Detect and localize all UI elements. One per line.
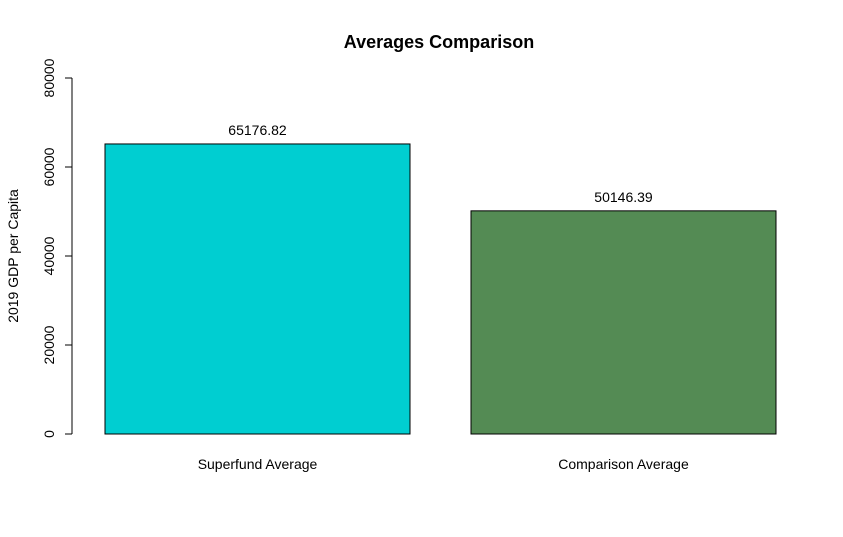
y-tick-label: 20000	[41, 325, 57, 364]
data-label: 65176.82	[228, 122, 287, 138]
y-axis: 0 20000 40000 60000 80000	[41, 58, 73, 438]
category-label: Superfund Average	[198, 456, 318, 472]
category-label: Comparison Average	[558, 456, 689, 472]
data-labels-group: 65176.82 50146.39	[228, 122, 653, 205]
bar-superfund-average	[104, 143, 411, 435]
data-label: 50146.39	[594, 189, 653, 205]
category-labels-group: Superfund Average Comparison Average	[198, 456, 689, 472]
y-tick-label: 80000	[41, 58, 57, 97]
y-axis-label: 2019 GDP per Capita	[5, 189, 21, 323]
bar-comparison-average	[470, 210, 777, 435]
bars-group	[104, 143, 777, 435]
y-tick-label: 40000	[41, 236, 57, 275]
y-tick-label: 0	[41, 430, 57, 438]
chart-title: Averages Comparison	[344, 32, 534, 52]
y-tick-label: 60000	[41, 147, 57, 186]
